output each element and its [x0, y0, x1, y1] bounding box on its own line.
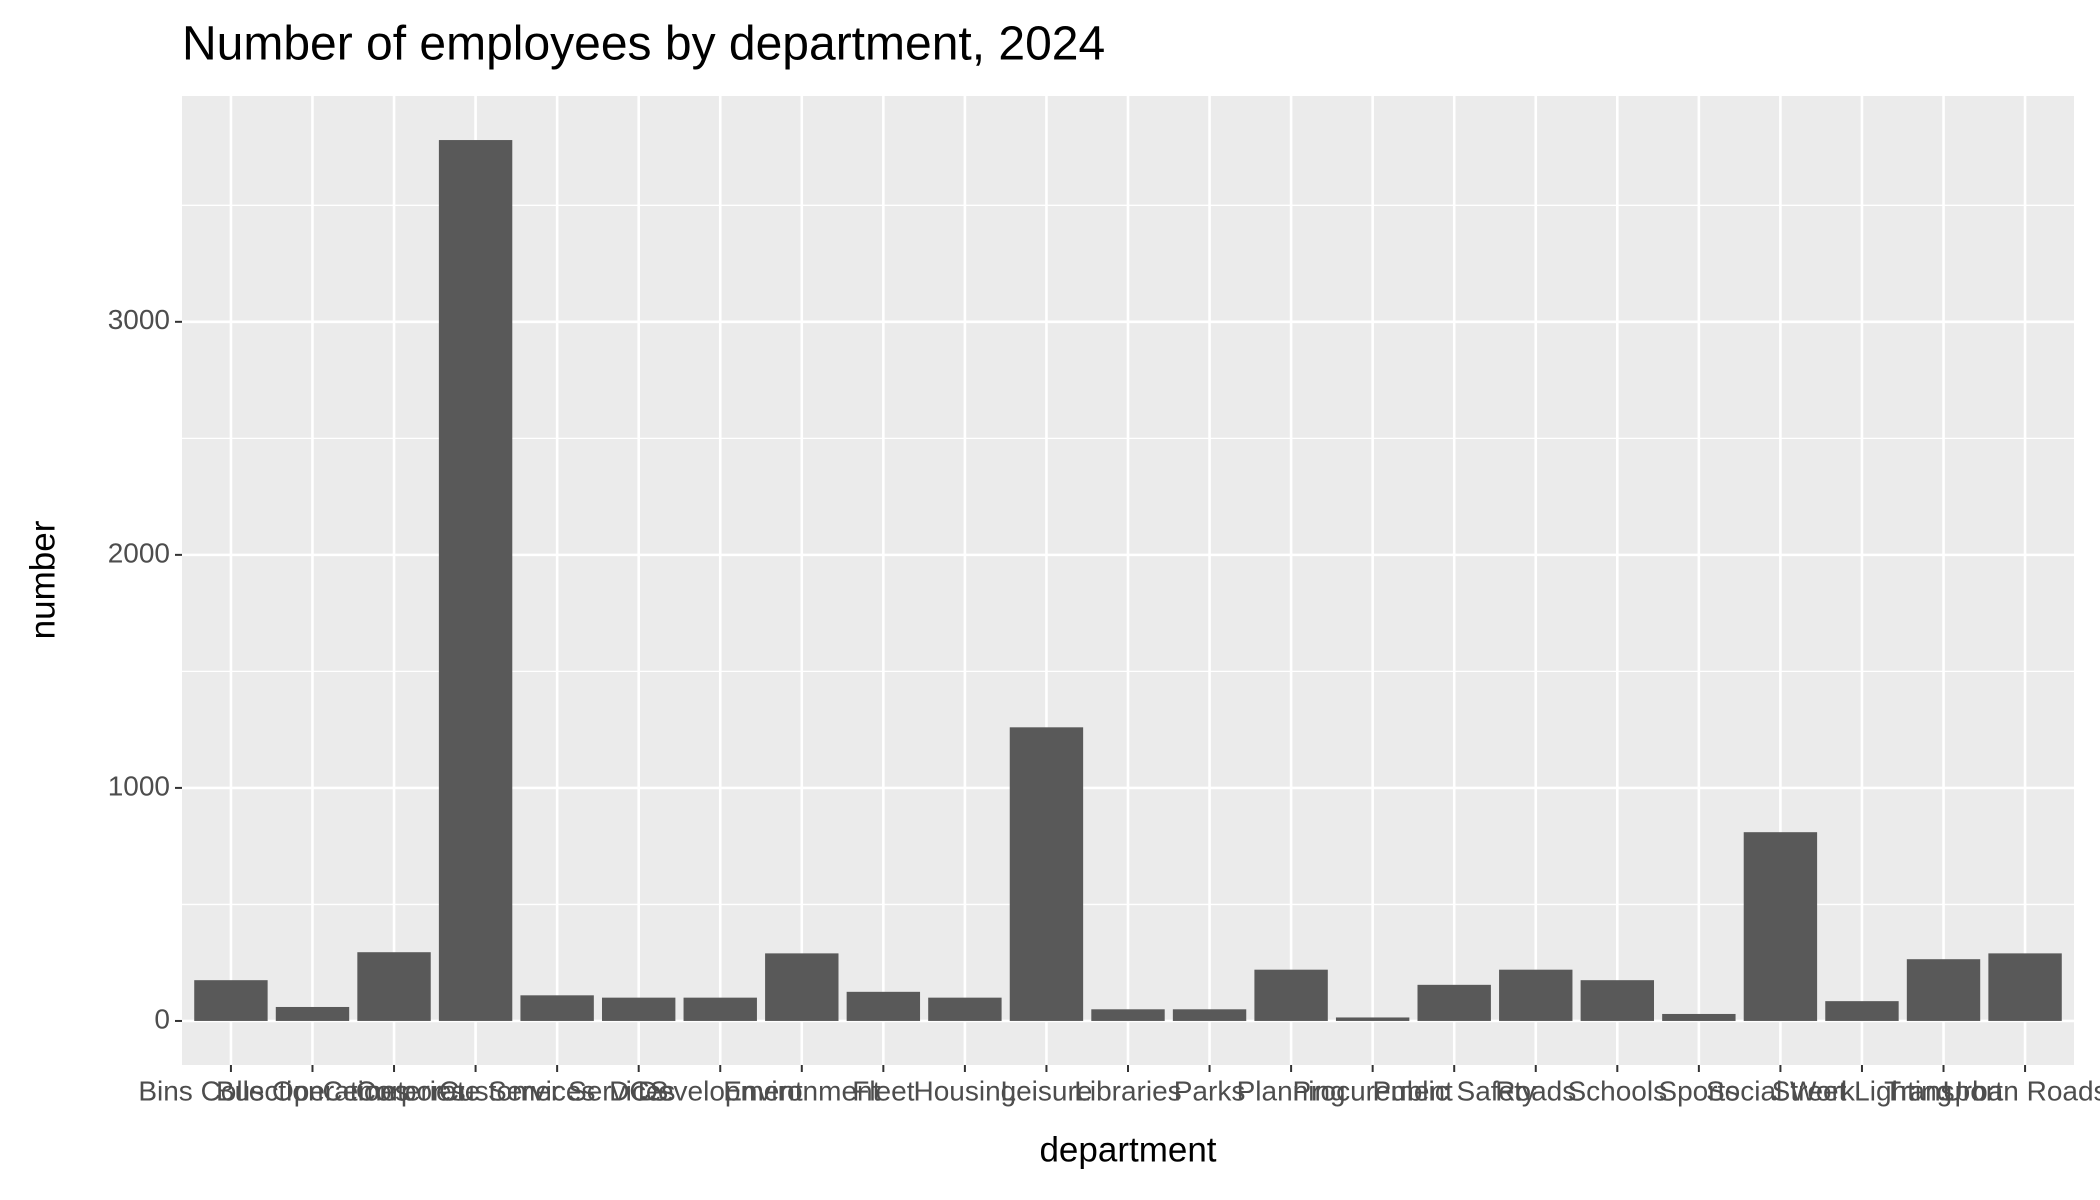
x-tick-label: Bus Operations [216, 1075, 409, 1106]
x-tick-label: Parks [1174, 1075, 1246, 1106]
bar [1906, 959, 1981, 1021]
bar [601, 997, 676, 1021]
bar [1743, 832, 1818, 1021]
bar [438, 140, 513, 1021]
x-tick-label: Cemeteries [322, 1075, 465, 1106]
x-axis-title: department [1039, 1130, 1216, 1169]
bar [1091, 1009, 1165, 1021]
bar [846, 991, 921, 1021]
x-tick-label: Libraries [1074, 1075, 1181, 1106]
bar [1988, 953, 2062, 1021]
x-tick-label: Leisure [1001, 1075, 1093, 1106]
x-tick-label: Planning [1237, 1075, 1346, 1106]
bar [765, 953, 839, 1021]
bar [1825, 1001, 1899, 1021]
x-tick-label: DCS [609, 1075, 668, 1106]
x-tick-label: Schools [1567, 1075, 1667, 1106]
x-tick-label: Customer Services [439, 1075, 676, 1106]
bar [357, 952, 431, 1021]
x-tick-label: Housing [914, 1075, 1017, 1106]
bar [1009, 727, 1084, 1021]
bar [1335, 1017, 1410, 1021]
y-tick-label: 1000 [108, 770, 170, 801]
y-axis-title: number [23, 520, 62, 639]
y-tick-label: 3000 [108, 304, 170, 335]
bar [1417, 984, 1491, 1021]
x-tick-label: Environment [723, 1075, 880, 1106]
bar [1662, 1013, 1736, 1021]
x-tick-label: Bins Collection [138, 1075, 323, 1106]
x-tick-label: Public Safety [1372, 1075, 1535, 1106]
x-tick-label: Roads [1495, 1075, 1576, 1106]
bar [1499, 969, 1573, 1021]
bar [1254, 969, 1328, 1021]
y-tick-label: 0 [154, 1003, 170, 1034]
x-tick-label: Street Lighting [1772, 1075, 1953, 1106]
bar [194, 980, 268, 1021]
x-tick-label: Transport [1884, 1075, 2003, 1106]
bar [928, 997, 1002, 1021]
y-tick-label: 2000 [108, 537, 170, 568]
bar [520, 995, 594, 1021]
bar [275, 1006, 350, 1021]
x-tick-label: Procurement [1293, 1075, 1454, 1106]
bar [1580, 980, 1655, 1021]
x-tick-label: Sports [1658, 1075, 1739, 1106]
x-tick-label: Corporate Services [356, 1075, 596, 1106]
bar [683, 997, 757, 1021]
x-tick-label: Urban Roads [1943, 1075, 2100, 1106]
x-tick-label: Social Work [1706, 1075, 1856, 1106]
x-tick-label: Fleet [852, 1075, 914, 1106]
x-tick-label: Development [638, 1075, 803, 1106]
bar [1172, 1009, 1247, 1021]
chart-title: Number of employees by department, 2024 [182, 18, 1105, 71]
